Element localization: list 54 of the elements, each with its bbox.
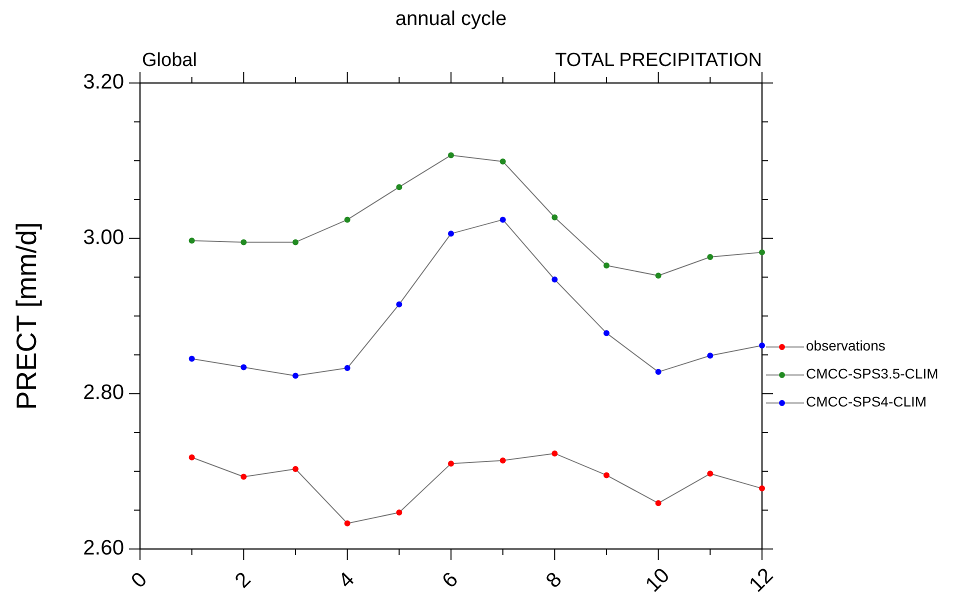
point — [500, 216, 506, 223]
point — [500, 158, 506, 164]
point — [344, 216, 350, 223]
point — [552, 276, 558, 282]
x-tick-label: 10 — [641, 564, 674, 597]
point — [188, 238, 195, 244]
point — [240, 364, 247, 370]
point — [500, 457, 506, 464]
y-tick-label: 2.80 — [83, 381, 124, 404]
point — [552, 450, 558, 456]
x-tick-label: 4 — [334, 568, 360, 593]
text: Global — [142, 50, 197, 71]
chart-title: annual cycle — [395, 8, 507, 30]
point — [188, 454, 195, 460]
text: TOTAL PRECIPITATION — [555, 50, 762, 71]
point — [396, 184, 402, 190]
point — [188, 356, 195, 362]
x-tick-label: 6 — [438, 568, 463, 593]
point — [707, 470, 714, 477]
point — [344, 365, 350, 372]
point — [292, 466, 298, 472]
point — [448, 460, 454, 467]
point — [292, 239, 298, 246]
y-tick-label: 2.60 — [83, 536, 124, 560]
x-tick-label: 8 — [542, 568, 566, 593]
legend-label: CMCC-SPS4-CLIM — [806, 394, 927, 410]
point — [655, 368, 662, 375]
point — [448, 152, 454, 158]
point — [759, 342, 765, 349]
point — [759, 249, 765, 256]
x-tick-label: 2 — [230, 568, 256, 593]
point — [396, 301, 402, 308]
point — [552, 214, 558, 220]
point — [344, 520, 350, 526]
point — [396, 509, 402, 516]
point — [707, 352, 714, 359]
point — [604, 330, 610, 336]
x-tick-label: 12 — [744, 564, 778, 597]
point — [655, 500, 662, 506]
point — [448, 230, 454, 237]
point — [240, 239, 247, 246]
point — [707, 254, 714, 260]
point — [604, 472, 610, 478]
y-tick-label: 3.00 — [83, 226, 124, 249]
y-tick-label: 3.20 — [83, 70, 124, 94]
point — [759, 485, 765, 492]
legend-label: observations — [806, 338, 886, 354]
point — [240, 474, 247, 480]
y-axis-title: PRECT [mm/d] — [11, 222, 42, 410]
point — [655, 272, 662, 279]
x-tick-label: 0 — [127, 568, 152, 593]
point — [292, 372, 298, 379]
point — [604, 262, 610, 269]
legend-label: CMCC-SPS3.5-CLIM — [806, 366, 938, 382]
